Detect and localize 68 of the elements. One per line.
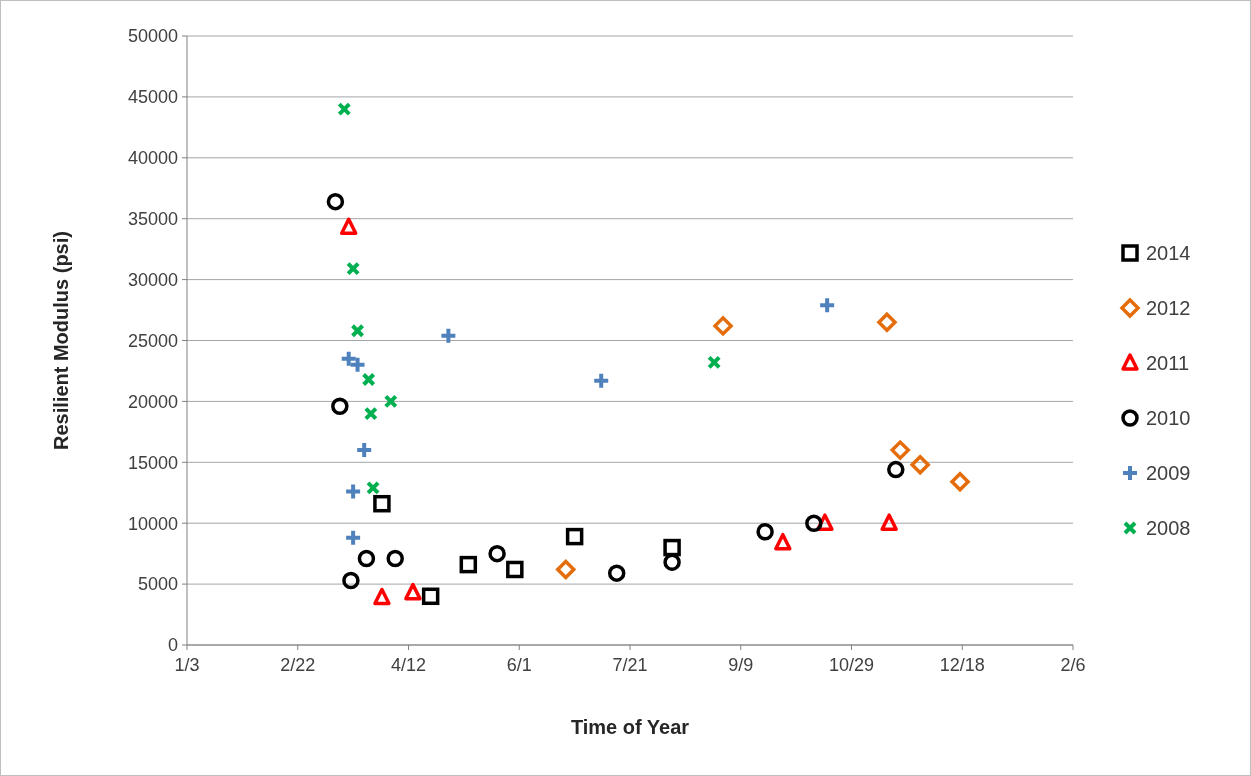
legend-label: 2014 xyxy=(1146,242,1191,264)
point xyxy=(344,528,363,547)
point xyxy=(774,532,792,551)
point xyxy=(756,522,774,541)
legend-label: 2011 xyxy=(1146,352,1190,374)
point xyxy=(331,397,349,416)
y-tick-label: 30000 xyxy=(127,269,178,290)
point xyxy=(950,472,970,492)
point xyxy=(342,571,360,590)
x-tick-label: 1/3 xyxy=(174,655,200,675)
y-tick-label: 0 xyxy=(167,635,178,656)
x-tick-label: 2/22 xyxy=(280,655,316,675)
y-tick-label: 20000 xyxy=(127,391,178,412)
point xyxy=(373,587,391,606)
legend-label: 2010 xyxy=(1146,407,1191,429)
point xyxy=(805,514,823,532)
point xyxy=(565,527,584,546)
point xyxy=(880,513,898,531)
x-tick-label: 9/9 xyxy=(728,655,754,675)
point xyxy=(350,323,365,338)
point xyxy=(346,261,361,276)
point xyxy=(818,296,837,315)
point xyxy=(421,587,440,606)
y-tick-label: 40000 xyxy=(127,148,178,169)
point xyxy=(439,326,458,345)
point xyxy=(713,316,733,336)
point xyxy=(357,549,376,568)
point xyxy=(361,372,376,387)
x-axis-title: Time of Year xyxy=(570,716,690,738)
y-tick-label: 5000 xyxy=(137,574,178,595)
point xyxy=(707,355,722,370)
x-tick-label: 10/29 xyxy=(828,655,875,675)
y-tick-label: 35000 xyxy=(127,209,178,229)
point xyxy=(887,460,905,479)
x-tick-label: 6/1 xyxy=(506,655,532,675)
point xyxy=(910,454,930,475)
x-tick-label: 7/21 xyxy=(612,655,648,675)
point xyxy=(556,559,576,580)
legend-label: 2012 xyxy=(1146,297,1191,319)
point xyxy=(339,217,358,235)
point xyxy=(488,544,506,563)
y-tick-label: 25000 xyxy=(127,330,178,351)
point xyxy=(663,538,681,557)
y-tick-label: 45000 xyxy=(127,87,178,108)
legend-label: 2008 xyxy=(1146,517,1191,539)
point xyxy=(383,394,398,409)
y-tick-label: 15000 xyxy=(127,452,178,473)
point xyxy=(337,102,352,117)
x-tick-label: 4/12 xyxy=(390,655,427,675)
point xyxy=(877,312,897,332)
y-axis-title: Resilient Modulus (psi) xyxy=(50,231,72,450)
point xyxy=(404,582,422,601)
y-tick-label: 10000 xyxy=(127,513,178,534)
point xyxy=(459,555,478,574)
point xyxy=(592,371,611,390)
legend-label: 2009 xyxy=(1146,462,1191,484)
point xyxy=(373,494,391,513)
x-tick-label: 2/6 xyxy=(1060,655,1086,675)
point xyxy=(363,406,378,421)
point xyxy=(344,482,363,501)
point xyxy=(366,480,381,495)
point xyxy=(607,564,626,582)
point xyxy=(386,549,404,568)
point xyxy=(326,192,345,211)
point xyxy=(506,560,524,579)
x-tick-label: 12/18 xyxy=(939,655,985,675)
point xyxy=(890,440,910,460)
y-tick-label: 50000 xyxy=(127,26,178,47)
